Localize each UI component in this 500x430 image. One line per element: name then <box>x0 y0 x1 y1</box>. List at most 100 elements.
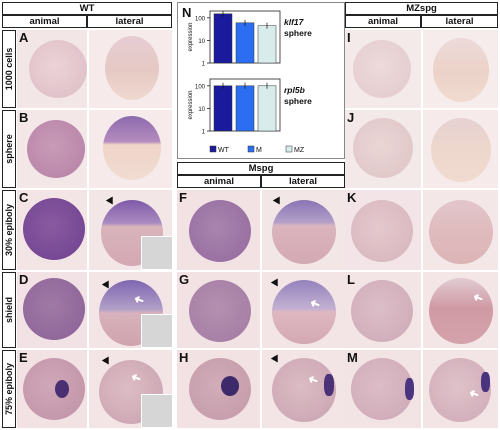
panel-f-lateral <box>262 190 345 270</box>
arrowhead-icon <box>272 196 284 207</box>
bar-WT <box>213 85 233 132</box>
panel-f-animal: F <box>177 190 260 270</box>
panel-l-animal: L <box>345 272 421 348</box>
legend-label-M: M <box>256 147 262 154</box>
embryo <box>433 38 489 102</box>
bar-WT <box>213 13 233 64</box>
row-label-75-epiboly: 75% epiboly <box>2 350 16 428</box>
embryo <box>429 278 493 344</box>
chart-title-stage: sphere <box>284 96 312 106</box>
embryo <box>351 200 413 262</box>
panel-g-animal: G <box>177 272 260 348</box>
chart-title-gene: klf17 <box>284 17 305 27</box>
embryo <box>23 278 85 340</box>
panel-d-animal: D <box>17 272 87 348</box>
arrowhead-icon <box>101 356 113 367</box>
embryo <box>351 358 413 420</box>
bar-MZ <box>257 25 277 64</box>
y-axis-label: expression <box>188 22 194 51</box>
mzspg-header: MZspg <box>345 2 498 15</box>
y-tick-label: 10 <box>198 107 205 113</box>
wt-animal-header: animal <box>2 15 87 28</box>
inset-image <box>141 314 172 348</box>
arrowhead-icon <box>270 354 282 365</box>
embryo <box>189 358 251 420</box>
panel-j-animal: J <box>345 110 421 188</box>
inset-image <box>141 236 172 270</box>
row-label-30-epiboly: 30% epiboly <box>2 190 16 270</box>
expression-chart: 110100expressionklf17sphere110100express… <box>188 10 312 154</box>
wt-header: WT <box>2 2 172 15</box>
y-tick-label: 1 <box>202 62 206 68</box>
embryo <box>353 118 413 178</box>
chart-title-gene: rpl5b <box>284 85 305 95</box>
embryo <box>105 36 159 100</box>
embryo <box>353 40 411 98</box>
legend-swatch <box>209 145 217 153</box>
bar-MZ <box>257 85 277 132</box>
bar-M <box>235 22 255 64</box>
mzspg-lateral-header: lateral <box>421 15 498 28</box>
embryo <box>429 200 493 264</box>
y-tick-label: 1 <box>202 130 206 136</box>
legend-label-WT: WT <box>218 147 230 154</box>
mspg-header: Mspg <box>177 162 345 175</box>
embryo <box>431 118 491 182</box>
chart-panel-n: N 1 10 100 expression klf17 sphere 1 10 100 expre… <box>177 2 345 159</box>
embryo <box>351 280 413 342</box>
panel-k-lateral <box>423 190 498 270</box>
panel-l-lateral: ➜ <box>423 272 498 348</box>
panel-m-animal: M <box>345 350 421 428</box>
row-label-1000-cells: 1000 cells <box>2 30 16 108</box>
shield-stain <box>405 378 414 400</box>
panel-h-lateral: ➜ <box>262 350 345 428</box>
embryo <box>272 280 336 344</box>
panel-i-animal: I <box>345 30 421 108</box>
mspg-animal-header: animal <box>177 175 261 188</box>
shield-stain <box>221 376 239 396</box>
embryo <box>429 358 491 422</box>
panel-b-animal: B <box>17 110 87 188</box>
mspg-lateral-header: lateral <box>261 175 345 188</box>
row-label-shield: shield <box>2 272 16 348</box>
row-label-sphere: sphere <box>2 110 16 188</box>
bar-M <box>235 85 255 132</box>
panel-c-animal: C <box>17 190 87 270</box>
shield-stain <box>55 380 69 398</box>
embryo <box>189 280 251 342</box>
shield-stain <box>324 374 334 396</box>
panel-b-lateral <box>89 110 172 188</box>
panel-a-animal: A <box>17 30 87 108</box>
panel-k-animal: K <box>345 190 421 270</box>
embryo <box>23 358 85 420</box>
embryo <box>103 116 161 180</box>
wt-lateral-header: lateral <box>87 15 172 28</box>
y-tick-label: 100 <box>195 16 206 22</box>
panel-i-lateral <box>423 30 498 108</box>
panel-e-animal: E <box>17 350 87 428</box>
shield-stain <box>481 372 490 392</box>
legend-label-MZ: MZ <box>294 147 305 154</box>
embryo <box>29 40 87 98</box>
arrowhead-icon <box>270 278 282 289</box>
embryo <box>272 200 336 264</box>
y-tick-label: 10 <box>198 39 205 45</box>
legend-swatch <box>285 145 293 153</box>
legend-swatch <box>247 145 255 153</box>
panel-h-animal: H <box>177 350 260 428</box>
panel-a-lateral <box>89 30 172 108</box>
panel-e-lateral: ➜ <box>89 350 172 428</box>
mzspg-animal-header: animal <box>345 15 421 28</box>
y-axis-label: expression <box>188 90 194 119</box>
panel-c-lateral <box>89 190 172 270</box>
chart-title-stage: sphere <box>284 28 312 38</box>
embryo <box>23 198 85 260</box>
embryo <box>189 200 251 262</box>
panel-d-lateral: ➜ <box>89 272 172 348</box>
panel-j-lateral <box>423 110 498 188</box>
panel-g-lateral: ➜ <box>262 272 345 348</box>
panel-m-lateral: ➜ <box>423 350 498 428</box>
embryo <box>27 120 85 178</box>
y-tick-label: 100 <box>195 84 206 90</box>
inset-image <box>141 394 172 428</box>
